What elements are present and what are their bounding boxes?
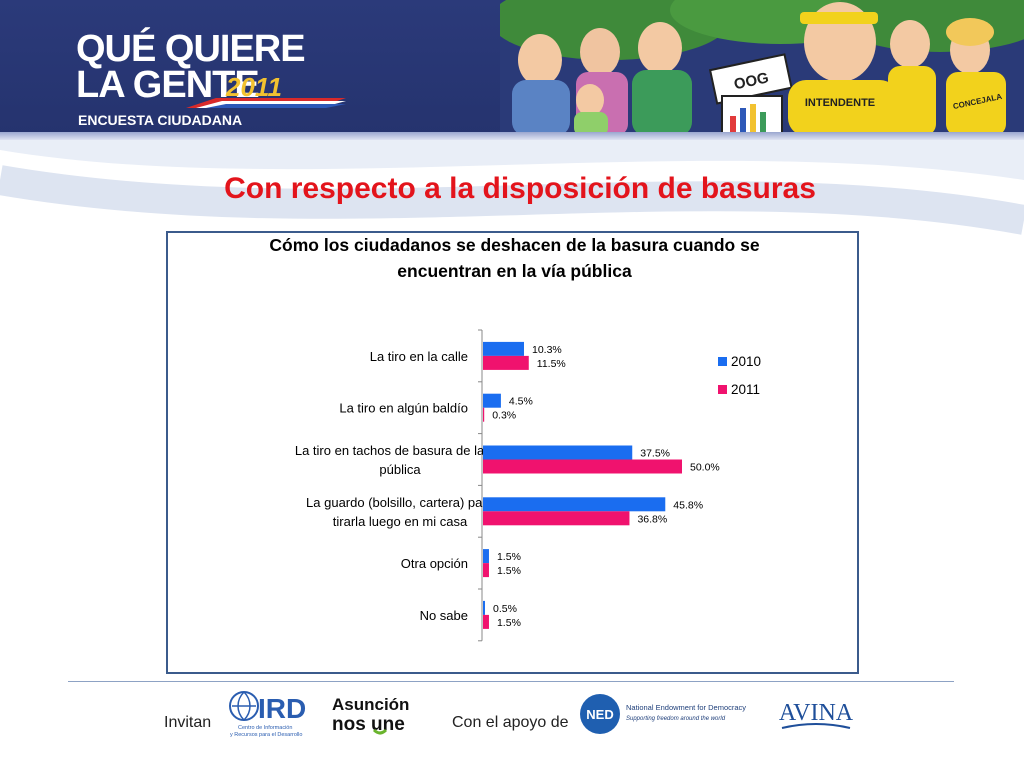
bar-2010 — [483, 393, 501, 408]
data-label-2010: 45.8% — [673, 499, 703, 511]
category-label: Otra opción — [401, 556, 468, 571]
slide-title: Con respecto a la disposición de basuras — [224, 172, 816, 205]
data-label-2010: 4.5% — [509, 396, 533, 408]
category-label: La guardo (bolsillo, cartera) para — [306, 495, 495, 510]
bar-2011 — [483, 563, 489, 578]
bar-2011 — [483, 407, 485, 422]
category-label: pública — [379, 462, 421, 477]
cartoon-sign-intendente: INTENDENTE — [805, 97, 875, 109]
support-label: Con el apoyo de — [452, 714, 569, 731]
ird-sub-line-2: y Recursos para el Desarrollo — [230, 732, 302, 738]
bar-2010 — [483, 445, 633, 460]
legend-label: 2010 — [731, 354, 761, 369]
asuncion-logo: Asunción nos une — [332, 695, 409, 735]
ned-line-2: Supporting freedom around the world — [626, 716, 726, 722]
data-label-2010: 37.5% — [640, 448, 670, 460]
chart-title-line-2: encuentran en la vía pública — [397, 261, 632, 281]
data-label-2011: 1.5% — [497, 565, 521, 577]
background-swoosh — [0, 140, 1024, 235]
data-label-2010: 0.5% — [493, 603, 517, 615]
brand-line1: QUÉ QUIERE — [76, 28, 306, 70]
cartoon-crowd-illustration: OOG INTENDENTE CONCEJALA — [500, 0, 1024, 136]
bar-2010 — [483, 549, 489, 564]
bar-2010 — [483, 497, 666, 512]
avina-wordmark: AVINA — [779, 700, 854, 726]
brand-logo: QUÉ QUIERE LA GENTE 2011 ENCUESTA CIUDAD… — [76, 28, 346, 128]
ned-badge-text: NED — [586, 707, 613, 722]
chart-title-line-1: Cómo los ciudadanos se deshacen de la ba… — [269, 235, 760, 255]
category-label: La tiro en tachos de basura de la vía — [295, 443, 506, 458]
bar-2011 — [483, 459, 682, 474]
footer-divider — [68, 681, 954, 682]
data-label-2011: 11.5% — [537, 358, 566, 370]
category-label: tirarla luego en mi casa — [333, 514, 468, 529]
category-label: No sabe — [420, 608, 468, 623]
category-label: La tiro en la calle — [370, 349, 468, 364]
category-label: La tiro en algún baldío — [339, 401, 468, 416]
asuncion-line-2: nos une — [332, 714, 405, 735]
ned-logo: NED National Endowment for Democracy Sup… — [580, 694, 746, 734]
bar-chart: La tiro en la calle 10.3% 11.5% La tiro en … — [295, 329, 761, 642]
legend-swatch-2010 — [718, 357, 727, 366]
data-label-2011: 36.8% — [637, 513, 667, 525]
legend-label: 2011 — [731, 382, 760, 397]
flag-stripe-icon — [186, 98, 346, 108]
header-banner: QUÉ QUIERE LA GENTE 2011 ENCUESTA CIUDAD… — [0, 0, 1024, 136]
avina-logo: AVINA — [779, 700, 854, 729]
cartoon-sign-oog: OOG — [732, 69, 770, 93]
ird-sub-line-1: Centro de Información — [238, 725, 292, 731]
asuncion-line-1: Asunción — [332, 695, 409, 714]
legend-swatch-2011 — [718, 385, 727, 394]
banner-stripe — [0, 132, 1024, 140]
bar-2011 — [483, 511, 630, 526]
ird-logo: IRD Centro de Información y Recursos par… — [229, 691, 306, 738]
ned-line-1: National Endowment for Democracy — [626, 703, 746, 712]
brand-year: 2011 — [226, 72, 282, 102]
data-label-2011: 0.3% — [492, 410, 516, 422]
bar-2010 — [483, 341, 524, 356]
ird-wordmark: IRD — [258, 693, 306, 724]
bar-2011 — [483, 355, 529, 370]
brand-subtitle: ENCUESTA CIUDADANA — [78, 112, 243, 128]
data-label-2011: 1.5% — [497, 617, 521, 629]
data-label-2010: 1.5% — [497, 551, 521, 563]
chart-frame: Cómo los ciudadanos se deshacen de la ba… — [166, 231, 859, 674]
data-label-2010: 10.3% — [532, 344, 562, 356]
data-label-2011: 50.0% — [690, 462, 720, 474]
bar-2011 — [483, 614, 489, 629]
bar-2010 — [483, 600, 485, 615]
invite-label: Invitan — [164, 714, 212, 731]
